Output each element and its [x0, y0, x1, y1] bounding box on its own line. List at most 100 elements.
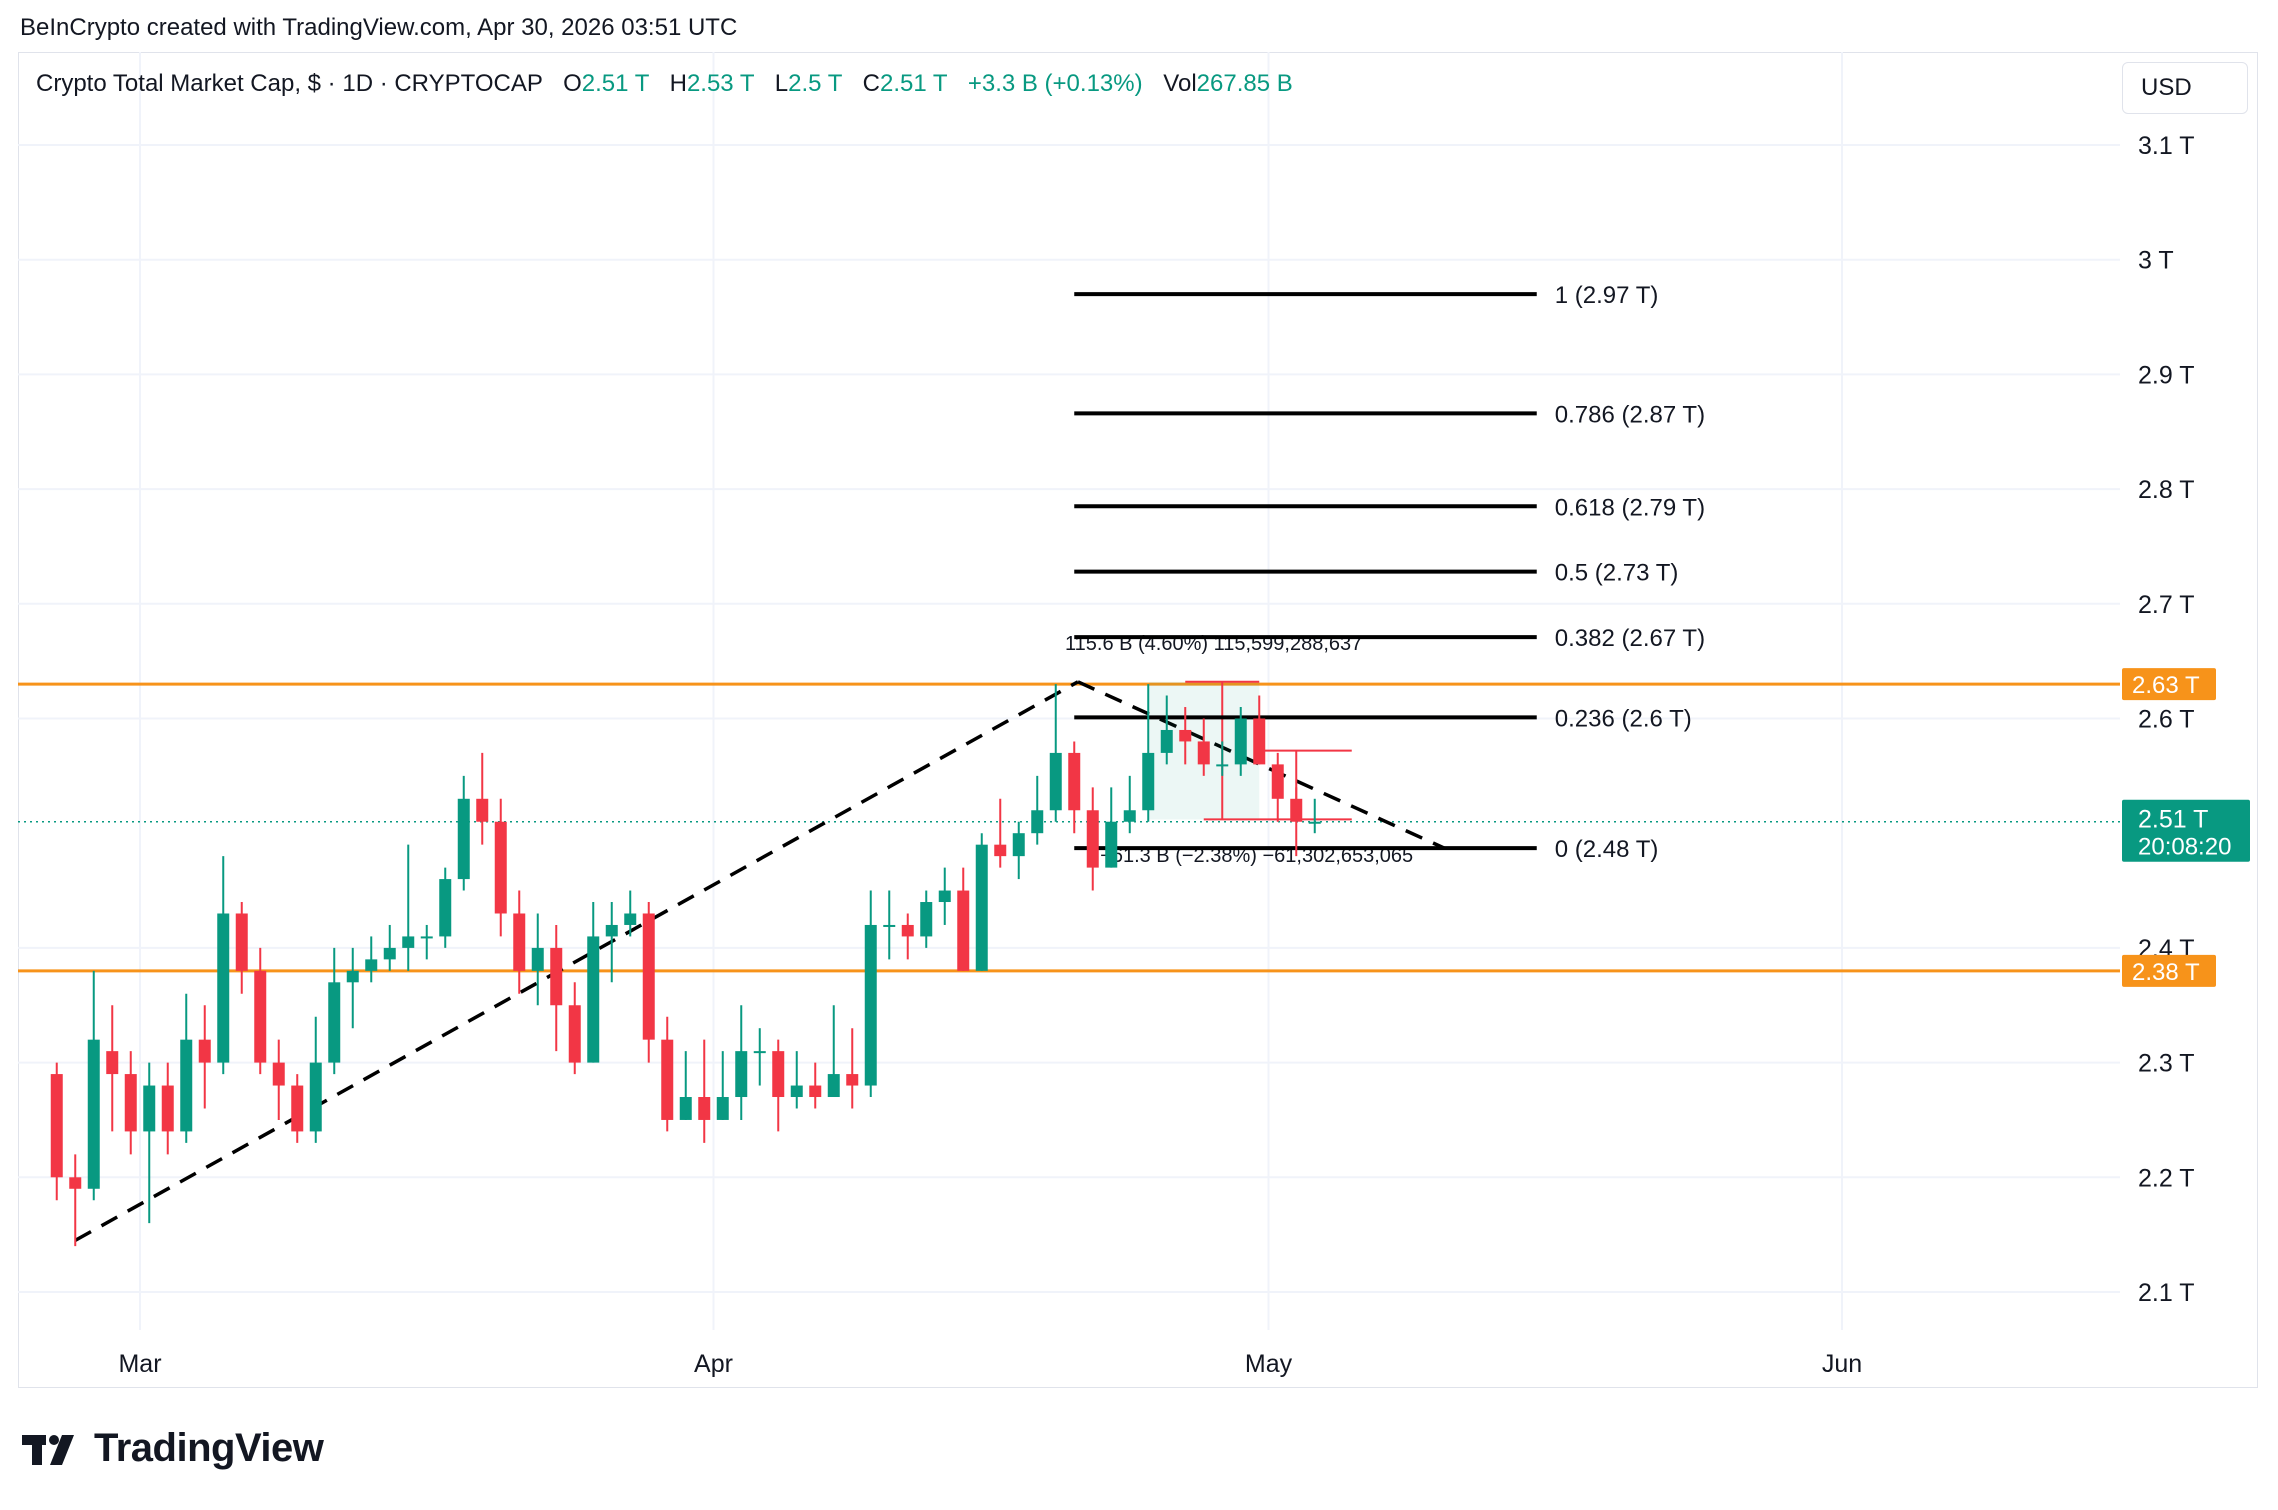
- candle-body: [901, 924, 914, 937]
- candle-up: [1234, 707, 1247, 776]
- y-tick-label: 2.7 T: [2138, 591, 2195, 619]
- candle-down: [550, 924, 563, 1052]
- tradingview-logo-icon: [22, 1434, 74, 1465]
- close-value: 2.51 T: [879, 70, 948, 97]
- candle-up: [975, 833, 988, 971]
- y-tick-label: 3.1 T: [2138, 132, 2195, 160]
- currency-button[interactable]: USD: [2122, 62, 2248, 114]
- fib-level-label: 0.786 (2.87 T): [1555, 401, 1705, 428]
- candle-body: [365, 959, 378, 971]
- credit-text: BeInCrypto created with TradingView.com,…: [20, 14, 738, 41]
- candle-down: [513, 890, 526, 994]
- candle-up: [402, 844, 415, 971]
- candle-body: [198, 1039, 211, 1063]
- candle-body: [1123, 810, 1136, 822]
- candle-up: [716, 1051, 729, 1120]
- candle-body: [957, 890, 970, 971]
- price-tags: 2.63 T 2.38 T 2.51 T20:08:20: [2122, 668, 2250, 987]
- change-value: +3.3 B (+0.13%): [967, 70, 1143, 97]
- candle-body: [1105, 821, 1118, 868]
- candle-down: [772, 1039, 785, 1132]
- candle-down: [698, 1039, 711, 1143]
- candle-up: [938, 867, 951, 925]
- fib-level-label: 0.618 (2.79 T): [1555, 494, 1705, 521]
- y-tick-label: 2.6 T: [2138, 706, 2195, 734]
- candle-down: [994, 798, 1007, 868]
- close-label: C: [862, 70, 880, 97]
- candle-body: [1216, 764, 1229, 767]
- trend-line: [1077, 680, 1445, 850]
- x-axis: Mar Apr May Jun: [118, 1350, 1862, 1378]
- candle-up: [883, 890, 896, 960]
- trend-lines: [74, 680, 1445, 1242]
- candle-body: [217, 913, 230, 1063]
- candle-up: [87, 970, 100, 1201]
- candle-down: [1179, 707, 1192, 765]
- level-price-tag-bg: [2122, 668, 2216, 701]
- candle-body: [1253, 718, 1266, 765]
- candle-body: [994, 844, 1007, 857]
- candle-body: [698, 1097, 711, 1120]
- candle-down: [291, 1074, 304, 1143]
- level-price-tag: 2.63 T: [2132, 672, 2200, 699]
- candle-up: [624, 890, 637, 937]
- candle-down: [957, 867, 970, 971]
- tradingview-logo[interactable]: TradingView: [22, 1426, 324, 1471]
- candle-up: [217, 856, 230, 1075]
- candle-up: [1142, 684, 1155, 822]
- candles: [50, 684, 1321, 1247]
- candle-down: [901, 913, 914, 960]
- candle-body: [753, 1051, 766, 1054]
- tradingview-wordmark: TradingView: [94, 1426, 324, 1470]
- candle-up: [1123, 775, 1136, 834]
- volume-value: 267.85 B: [1196, 70, 1293, 97]
- candle-body: [254, 970, 267, 1063]
- candle-body: [864, 924, 877, 1086]
- candle-up: [1012, 821, 1025, 880]
- fib-level-label: 0.236 (2.6 T): [1555, 705, 1692, 732]
- candle-body: [124, 1074, 137, 1132]
- low-value: 2.5 T: [788, 70, 842, 97]
- candle-up: [1216, 741, 1229, 776]
- candle-body: [642, 913, 655, 1040]
- candle-up: [531, 913, 544, 1006]
- candle-down: [1271, 752, 1284, 822]
- candle-body: [938, 890, 951, 903]
- candle-body: [920, 902, 933, 937]
- candle-body: [1031, 810, 1044, 834]
- candle-up: [587, 902, 600, 1063]
- high-label: H: [669, 70, 687, 97]
- fib-level-label: 0.382 (2.67 T): [1555, 625, 1705, 652]
- candle-down: [494, 798, 507, 937]
- candle-body: [50, 1074, 63, 1178]
- candle-up: [180, 993, 193, 1143]
- candle-body: [1068, 752, 1081, 811]
- candle-up: [383, 924, 396, 971]
- candle-up: [1031, 775, 1044, 845]
- candle-down: [50, 1062, 63, 1201]
- high-value: 2.53 T: [686, 70, 755, 97]
- candle-down: [254, 947, 267, 1075]
- current-price-tag: 2.51 T: [2138, 806, 2208, 834]
- candle-body: [309, 1062, 322, 1132]
- symbol-legend: Crypto Total Market Cap, $ · 1D · CRYPTO…: [36, 70, 1293, 98]
- candle-body: [624, 913, 637, 925]
- candle-body: [346, 970, 359, 983]
- candle-up: [753, 1028, 766, 1086]
- candle-down: [1068, 741, 1081, 834]
- candle-up: [346, 947, 359, 1029]
- candle-body: [272, 1062, 285, 1086]
- candle-body: [772, 1051, 785, 1098]
- open-label: O: [563, 70, 582, 97]
- candle-body: [1179, 729, 1192, 742]
- candle-body: [587, 936, 600, 1063]
- candle-up: [309, 1016, 322, 1143]
- candle-body: [383, 947, 396, 960]
- candle-body: [494, 821, 507, 914]
- candle-body: [531, 947, 544, 971]
- x-tick-label: Mar: [118, 1350, 161, 1378]
- y-tick-label: 2.3 T: [2138, 1050, 2195, 1078]
- candle-down: [568, 982, 581, 1075]
- grid-lines: [18, 52, 2120, 1330]
